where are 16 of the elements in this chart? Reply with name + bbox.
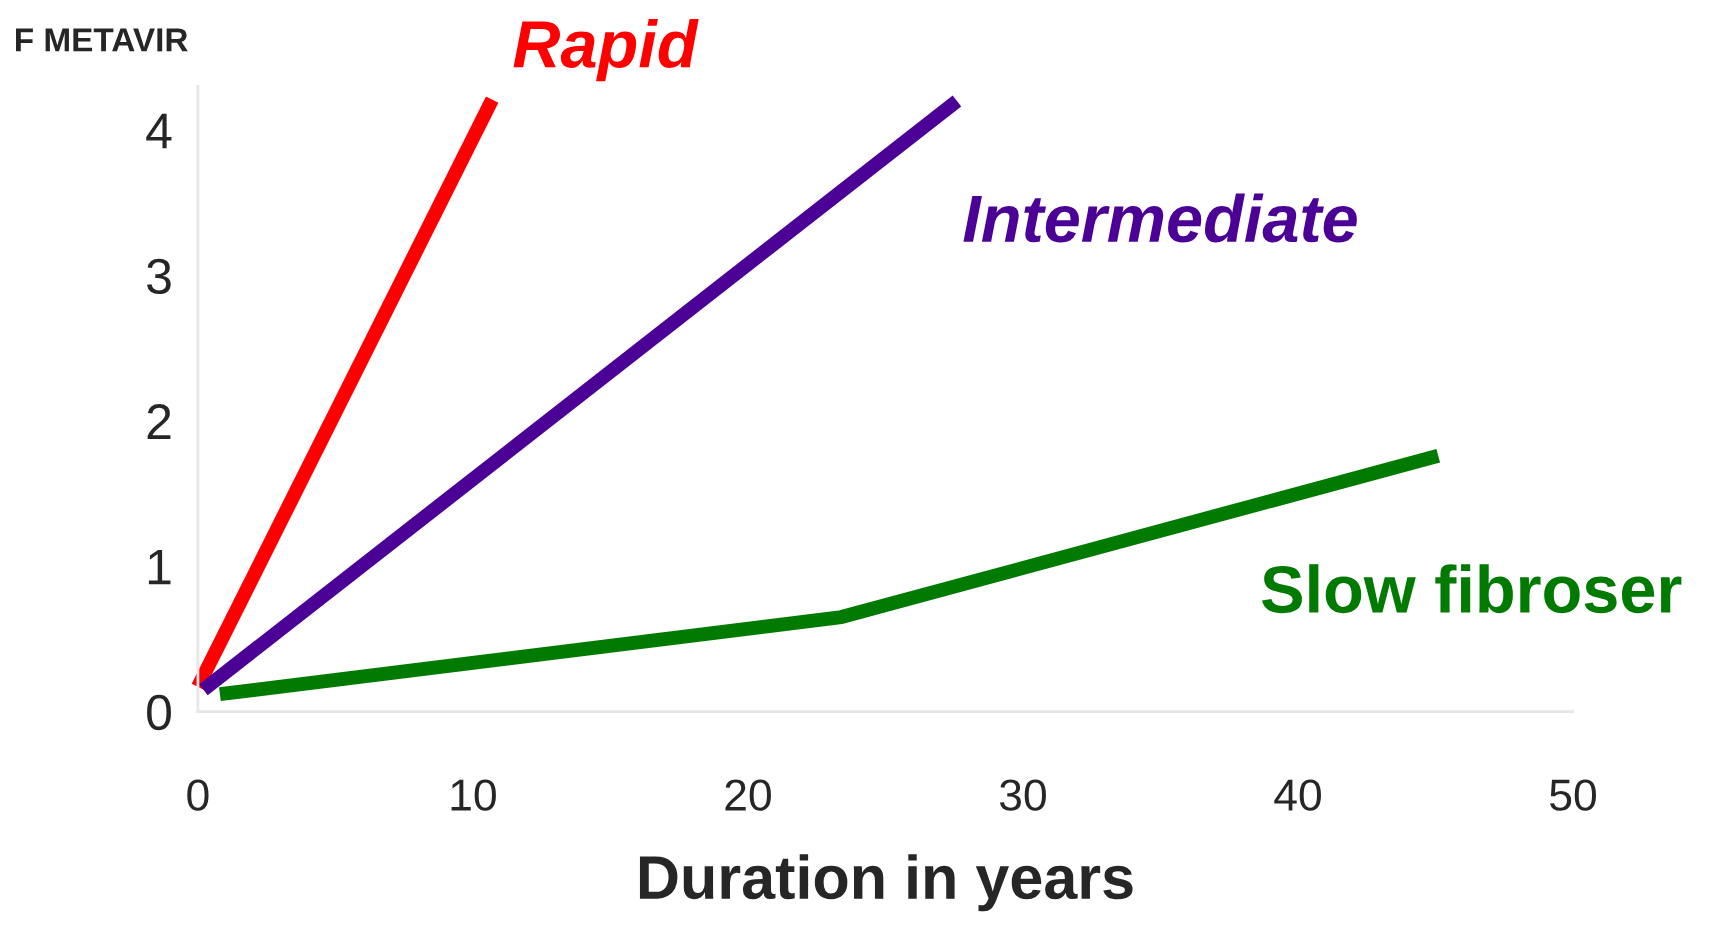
y-tick-label: 0	[147, 694, 171, 731]
y-tick-label: 1	[148, 549, 171, 585]
x-tick-label: 0	[187, 779, 209, 811]
x-tick-label: 20	[725, 779, 771, 811]
y-tick-label: 4	[146, 113, 172, 149]
y-tick-label: 2	[147, 404, 171, 439]
series-label: Intermediate	[963, 193, 1357, 243]
x-tick-label: 10	[451, 779, 496, 811]
x-axis-title: Duration in years	[639, 854, 1133, 912]
series-label: Rapid	[513, 19, 699, 82]
y-axis-title: F METAVIR	[16, 28, 188, 52]
y-tick-label: 3	[147, 258, 171, 295]
x-tick-label: 40	[1274, 779, 1321, 811]
x-tick-label: 30	[999, 779, 1046, 811]
x-tick-label: 50	[1550, 779, 1596, 811]
series-label: Slow fibroser	[1262, 564, 1682, 614]
